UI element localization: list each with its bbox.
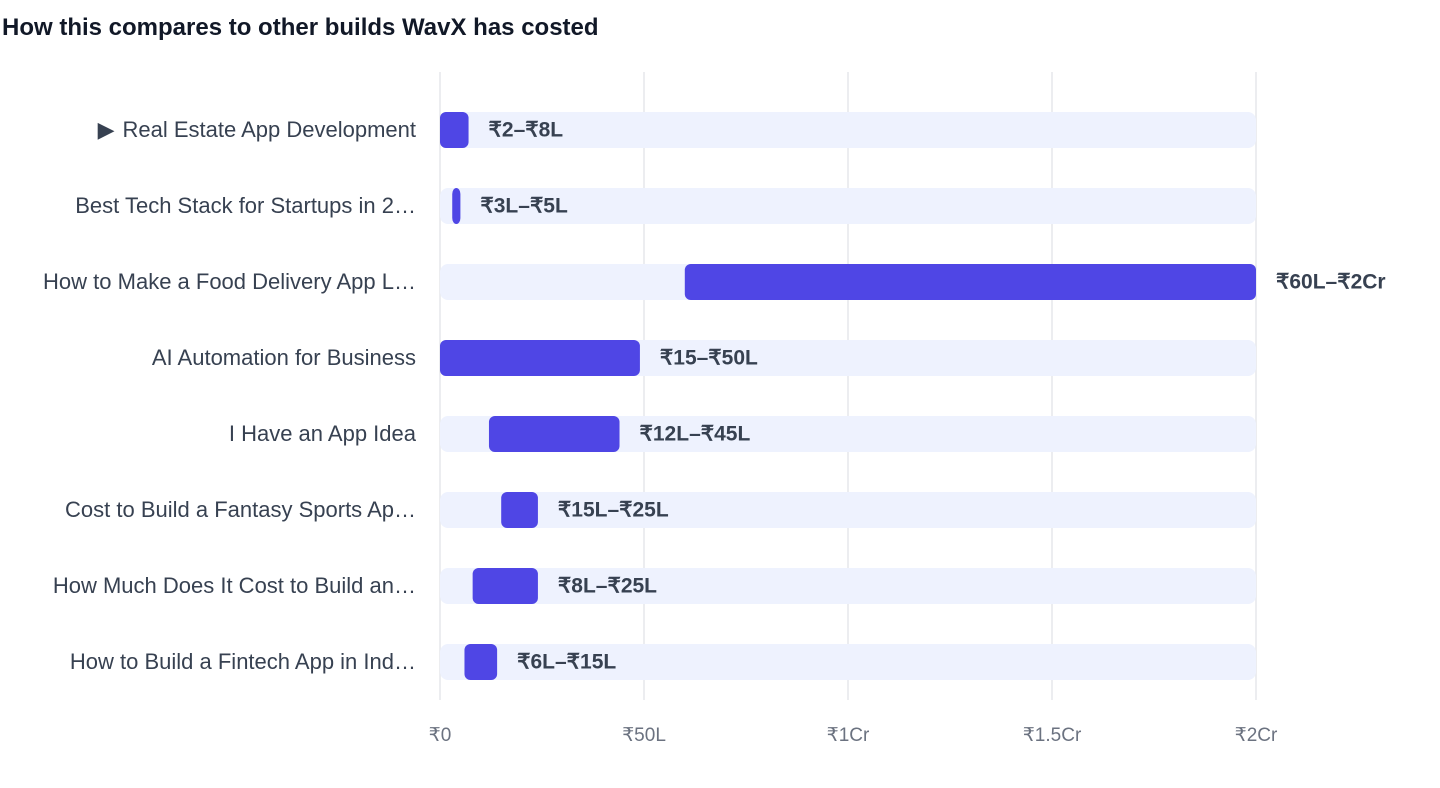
category-label: Real Estate App Development [122, 117, 416, 142]
bar-track [440, 112, 1256, 148]
category-label: How to Make a Food Delivery App L… [43, 269, 416, 294]
value-label: ₹8L–₹25L [558, 575, 657, 598]
value-label: ₹3L–₹5L [480, 195, 568, 218]
bar-track [440, 644, 1256, 680]
category-label: How to Build a Fintech App in Ind… [70, 649, 416, 674]
current-marker-icon: ▶ [98, 117, 115, 142]
bar-track [440, 340, 1256, 376]
bar-layer [440, 112, 1256, 680]
range-bar[interactable] [464, 644, 498, 680]
range-bar[interactable] [452, 188, 461, 224]
category-label: How Much Does It Cost to Build an… [53, 573, 416, 598]
bar-track [440, 492, 1256, 528]
label-layer: Real Estate App Development ▶ ₹2–₹8L Best T… [43, 117, 1386, 674]
grid-layer [439, 72, 1257, 700]
range-bar[interactable] [501, 492, 538, 528]
category-label: Best Tech Stack for Startups in 2… [75, 193, 416, 218]
range-bar[interactable] [440, 112, 469, 148]
range-bar[interactable] [488, 416, 620, 452]
bar-track [440, 568, 1256, 604]
value-label: ₹60L–₹2Cr [1276, 271, 1386, 294]
x-tick-label: ₹1Cr [827, 725, 870, 746]
range-bar[interactable] [684, 264, 1256, 300]
value-label: ₹6L–₹15L [517, 651, 616, 674]
range-bar[interactable] [440, 340, 640, 376]
chart-title: How this compares to other builds WavX h… [2, 14, 599, 41]
category-label: Cost to Build a Fantasy Sports Ap… [65, 497, 416, 522]
range-bar[interactable] [472, 568, 538, 604]
value-label: ₹15–₹50L [660, 347, 758, 370]
x-tick-label: ₹0 [429, 725, 452, 746]
bar-track [440, 188, 1256, 224]
x-tick-label: ₹2Cr [1235, 725, 1278, 746]
x-tick-label: ₹1.5Cr [1023, 725, 1082, 746]
x-tick-label: ₹50L [622, 725, 666, 746]
value-label: ₹12L–₹45L [640, 423, 751, 446]
value-label: ₹2–₹8L [489, 119, 564, 142]
category-label: AI Automation for Business [152, 345, 416, 370]
value-label: ₹15L–₹25L [558, 499, 669, 522]
category-label: I Have an App Idea [229, 421, 417, 446]
tick-layer: ₹0 ₹50L ₹1Cr ₹1.5Cr ₹2Cr [429, 725, 1278, 746]
bar-track [440, 416, 1256, 452]
